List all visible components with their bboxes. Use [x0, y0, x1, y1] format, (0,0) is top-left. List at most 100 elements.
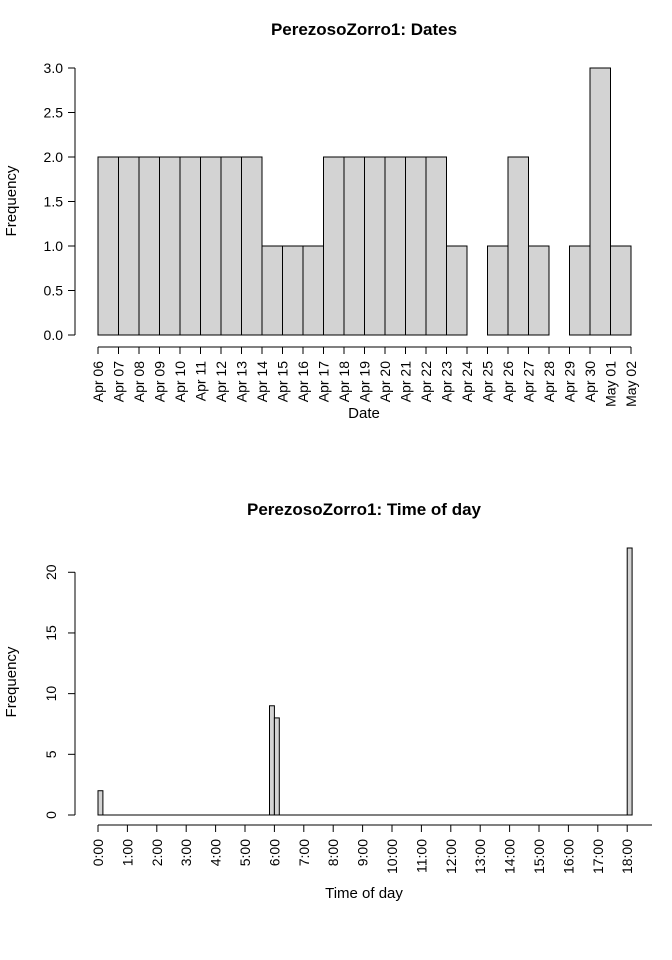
x-tick-label: Apr 22	[418, 361, 434, 402]
x-tick-label: 16:00	[560, 839, 576, 874]
bar-apr-17	[323, 156, 345, 336]
bar-apr-20	[384, 156, 406, 336]
x-axis: 0:00 1:00 2:00 3:00 4:00 5:00 6:00 7:00 8:00 9:00…	[90, 824, 652, 874]
x-tick-label: Apr 24	[459, 361, 475, 402]
y-tick-label: 2.5	[44, 105, 64, 121]
bar-apr-15	[282, 245, 304, 336]
x-tick-label: May 02	[623, 361, 639, 407]
x-tick-label: Apr 17	[316, 361, 332, 402]
x-tick-label: Apr 09	[152, 361, 168, 402]
bar-apr-27	[528, 245, 550, 336]
x-tick-label: 15:00	[531, 839, 547, 874]
y-tick-label: 10	[43, 686, 59, 702]
x-tick-label: 11:00	[413, 839, 429, 873]
bar-6-00	[273, 717, 280, 816]
bar-apr-21	[405, 156, 427, 336]
bar-apr-18	[343, 156, 365, 336]
x-tick-label: 10:00	[384, 839, 400, 874]
bar-apr-23	[446, 245, 468, 336]
bar-apr-29	[569, 245, 591, 336]
y-tick-label: 2.0	[44, 149, 64, 165]
bar-apr-19	[364, 156, 386, 336]
y-tick-label: 3.0	[44, 60, 64, 76]
x-tick-label: Apr 11	[193, 361, 209, 401]
x-tick-label: 1:00	[119, 839, 135, 866]
y-tick-label: 20	[43, 564, 59, 580]
bar-group	[97, 547, 633, 816]
y-tick-label: 0.0	[44, 327, 64, 343]
x-tick-label: 2:00	[149, 839, 165, 866]
x-axis: Apr 06 Apr 07 Apr 08 Apr 09 Apr 10 Apr 11 Apr …	[90, 346, 639, 407]
x-tick-label: Apr 14	[254, 361, 270, 402]
bar-apr-30	[589, 67, 611, 336]
x-tick-label: Apr 15	[275, 361, 291, 402]
bar-apr-14	[261, 245, 283, 336]
bar-apr-22	[425, 156, 447, 336]
y-axis-label: Frequency	[3, 165, 20, 236]
x-tick-label: Apr 16	[295, 361, 311, 402]
x-tick-label: 9:00	[355, 839, 371, 866]
bar-18-00	[626, 547, 633, 816]
y-tick-label: 1.5	[44, 194, 64, 210]
x-tick-label: 3:00	[178, 839, 194, 866]
bar-apr-13	[241, 156, 263, 336]
dates-histogram: PerezosoZorro1: Dates 0.0 0.5 1.0 1.5 2.0 2.5…	[3, 20, 639, 422]
x-axis-label: Date	[348, 405, 380, 422]
y-tick-label: 15	[43, 625, 59, 641]
bar-apr-09	[159, 156, 181, 336]
x-tick-label: Apr 13	[234, 361, 250, 402]
x-tick-label: 5:00	[237, 839, 253, 866]
bar-apr-07	[118, 156, 140, 336]
x-tick-label: Apr 25	[480, 361, 496, 402]
y-tick-label: 1.0	[44, 238, 64, 254]
x-tick-label: Apr 28	[541, 361, 557, 402]
x-tick-label: 14:00	[502, 839, 518, 874]
x-tick-label: 4:00	[208, 839, 224, 866]
x-tick-label: 18:00	[619, 839, 635, 874]
bar-apr-25	[487, 245, 509, 336]
chart-title: PerezosoZorro1: Dates	[271, 20, 457, 39]
y-tick-label: 0.5	[44, 283, 64, 299]
y-tick-label: 0	[43, 811, 59, 819]
x-tick-label: 13:00	[472, 839, 488, 874]
bar-apr-10	[179, 156, 201, 336]
x-tick-label: Apr 26	[500, 361, 516, 402]
bar-may-01	[610, 245, 632, 336]
x-tick-label: Apr 29	[562, 361, 578, 402]
x-tick-label: Apr 06	[90, 361, 106, 402]
bar-apr-08	[138, 156, 160, 336]
x-tick-label: May 01	[603, 361, 619, 407]
x-tick-label: 7:00	[296, 839, 312, 866]
x-tick-label: Apr 23	[439, 361, 455, 402]
time-of-day-histogram: PerezosoZorro1: Time of day 0 5 10 15 20 0:0…	[3, 500, 652, 902]
x-tick-label: Apr 21	[398, 361, 414, 402]
x-tick-label: 12:00	[443, 839, 459, 874]
chart-title: PerezosoZorro1: Time of day	[247, 500, 482, 519]
bar-0-00	[97, 790, 104, 816]
x-tick-label: Apr 30	[582, 361, 598, 402]
x-tick-label: Apr 27	[521, 361, 537, 402]
x-tick-label: 8:00	[325, 839, 341, 866]
x-tick-label: Apr 18	[336, 361, 352, 402]
bar-apr-26	[507, 156, 529, 336]
x-tick-label: Apr 12	[213, 361, 229, 402]
bar-apr-06	[97, 156, 119, 336]
y-axis: 0.0 0.5 1.0 1.5 2.0 2.5 3.0	[44, 60, 76, 343]
x-tick-label: 17:00	[590, 839, 606, 874]
x-tick-label: Apr 19	[357, 361, 373, 402]
bar-5-50	[269, 705, 275, 816]
x-tick-label: 6:00	[266, 839, 282, 866]
x-tick-label: Apr 07	[111, 361, 127, 402]
x-axis-label: Time of day	[325, 885, 403, 902]
y-axis: 0 5 10 15 20	[43, 564, 76, 819]
bar-apr-16	[302, 245, 324, 336]
bar-group	[97, 67, 632, 336]
bar-apr-12	[220, 156, 242, 336]
x-tick-label: 0:00	[90, 839, 106, 866]
y-tick-label: 5	[43, 750, 59, 758]
x-tick-label: Apr 08	[131, 361, 147, 402]
y-axis-label: Frequency	[3, 646, 20, 717]
bar-apr-11	[200, 156, 222, 336]
x-tick-label: Apr 20	[377, 361, 393, 402]
